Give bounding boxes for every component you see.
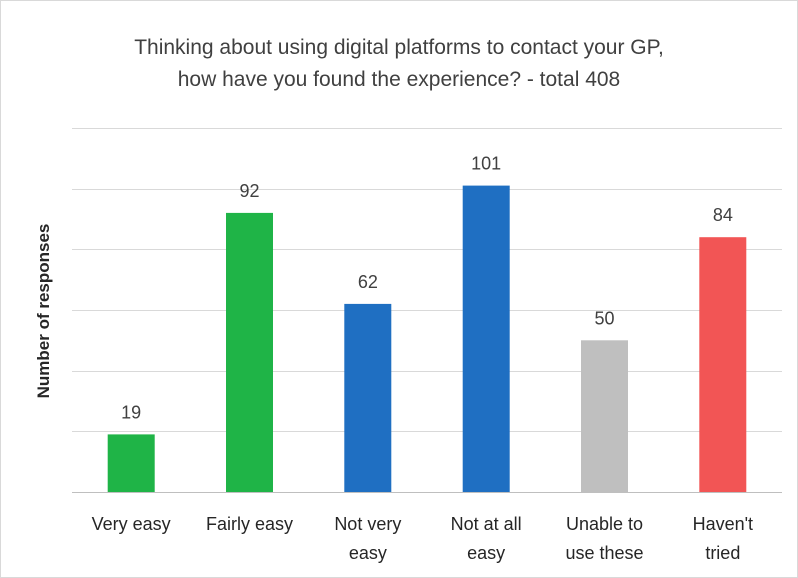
chart-title-line-1: Thinking about using digital platforms t… [134,36,664,59]
bar [699,237,747,492]
data-label: 92 [239,181,259,201]
data-label: 19 [121,402,141,422]
data-label: 101 [471,154,501,174]
category-label: Unable to use these [565,514,643,563]
chart-title: Thinking about using digital platforms t… [0,32,798,96]
category-label: Very easy [92,514,171,534]
chart-title-line-2: how have you found the experience? - tot… [177,68,621,91]
bar [462,185,510,492]
data-label: 62 [358,272,378,292]
bar [107,434,155,492]
category-labels: Very easy Fairly easy Not very easy Not at a… [92,514,753,563]
category-label: Not at all easy [451,514,522,563]
bar [344,303,392,492]
bar [581,340,628,492]
category-label: Fairly easy [206,514,293,534]
data-label: 50 [594,308,614,328]
bar [226,212,273,492]
category-label: Not very easy [334,514,401,563]
bars [107,185,747,492]
data-label: 84 [713,205,733,225]
data-labels: 19 92 62 101 50 84 [121,154,733,423]
gridlines [72,128,782,493]
category-label: Haven't tried [693,514,753,563]
